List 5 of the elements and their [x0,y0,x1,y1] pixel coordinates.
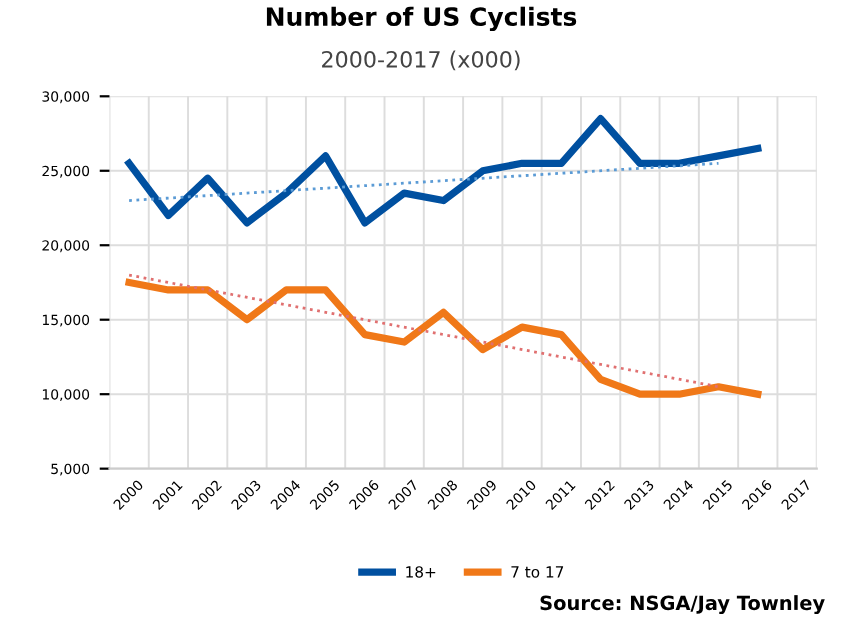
line-series [125,115,762,227]
source-note: Source: NSGA/Jay Townley [540,595,825,615]
chart-title: Number of US Cyclists [266,6,577,32]
line-series [125,278,762,398]
chart-subtitle: 2000-2017 (x000) [322,50,520,71]
